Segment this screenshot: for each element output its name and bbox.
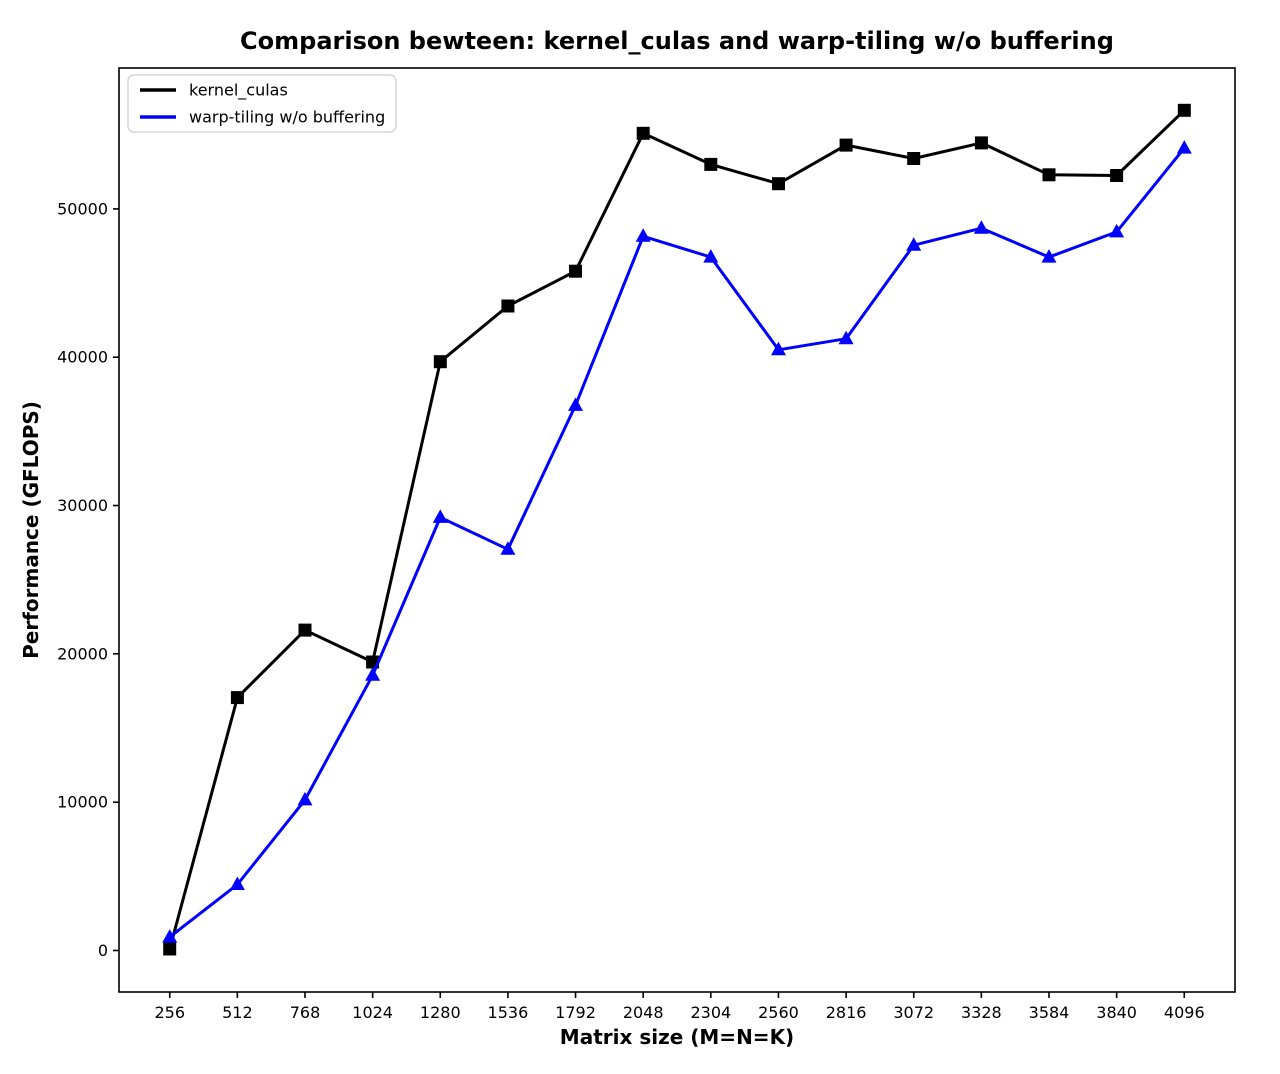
triangle-marker [1176, 140, 1192, 154]
x-tick-label: 3072 [893, 1003, 934, 1022]
x-tick-label: 512 [222, 1003, 253, 1022]
legend-box [127, 74, 397, 133]
triangle-marker [906, 237, 922, 251]
series-line-kernel-culas [168, 108, 1186, 951]
x-tick-label: 3840 [1096, 1003, 1137, 1022]
square-marker [974, 136, 988, 150]
y-axis-label: Performance (GFLOPS) [19, 401, 43, 659]
square-marker [433, 355, 447, 369]
square-marker [569, 264, 582, 278]
x-tick-label: 2816 [826, 1003, 867, 1022]
x-tick-label: 3328 [961, 1003, 1002, 1022]
legend: kernel_culas warp-tiling w/o buffering [127, 74, 397, 133]
triangle-marker [1041, 249, 1057, 263]
y-tick-label: 10000 [57, 793, 108, 812]
x-axis-label: Matrix size (M=N=K) [560, 1025, 794, 1049]
y-tick-label: 20000 [57, 644, 108, 663]
square-marker [230, 691, 244, 705]
x-tick-label: 2304 [690, 1003, 731, 1022]
x-tick-label: 2048 [623, 1003, 664, 1022]
triangle-marker [703, 249, 719, 263]
square-marker [501, 299, 515, 313]
square-marker [163, 942, 177, 956]
triangle-marker [973, 220, 989, 234]
legend-label: kernel_culas [189, 81, 288, 101]
triangle-marker [771, 341, 786, 356]
x-tick-label: 1024 [352, 1003, 393, 1022]
square-marker [636, 126, 650, 140]
x-tick-label: 2560 [758, 1003, 799, 1022]
triangle-marker [1109, 223, 1125, 238]
x-tick-label: 1536 [488, 1003, 529, 1022]
triangle-marker [365, 667, 381, 681]
triangle-marker [229, 876, 245, 890]
triangle-marker [432, 509, 448, 523]
series-line-warp-tiling-w-o-buffering [168, 146, 1186, 939]
x-tick-label: 3584 [1029, 1003, 1070, 1022]
legend-label: warp-tiling w/o buffering [189, 108, 385, 127]
triangle-marker [162, 929, 178, 943]
triangle-marker [635, 228, 651, 242]
triangle-marker [568, 397, 583, 411]
y-tick-label: 40000 [57, 348, 108, 367]
x-tick-label: 256 [154, 1003, 185, 1022]
x-tick-label: 768 [290, 1003, 321, 1022]
triangle-marker [838, 330, 854, 345]
square-marker [1177, 103, 1191, 117]
square-marker [839, 138, 853, 152]
x-tick-label: 1792 [555, 1003, 596, 1022]
plot-border [118, 67, 1236, 993]
y-tick-label: 0 [98, 941, 108, 960]
x-tick-label: 4096 [1164, 1003, 1205, 1022]
triangle-marker [297, 791, 313, 806]
square-marker [1110, 169, 1124, 182]
square-marker [907, 152, 921, 165]
square-marker [298, 623, 312, 637]
y-tick-label: 30000 [57, 496, 108, 515]
x-tick-label: 1280 [420, 1003, 461, 1022]
square-marker [1042, 168, 1056, 182]
square-marker [772, 177, 785, 191]
triangle-marker [500, 541, 516, 555]
chart-title: Comparison bewteen: kernel_culas and war… [240, 27, 1114, 55]
square-marker [704, 157, 718, 171]
y-tick-label: 50000 [57, 199, 108, 218]
